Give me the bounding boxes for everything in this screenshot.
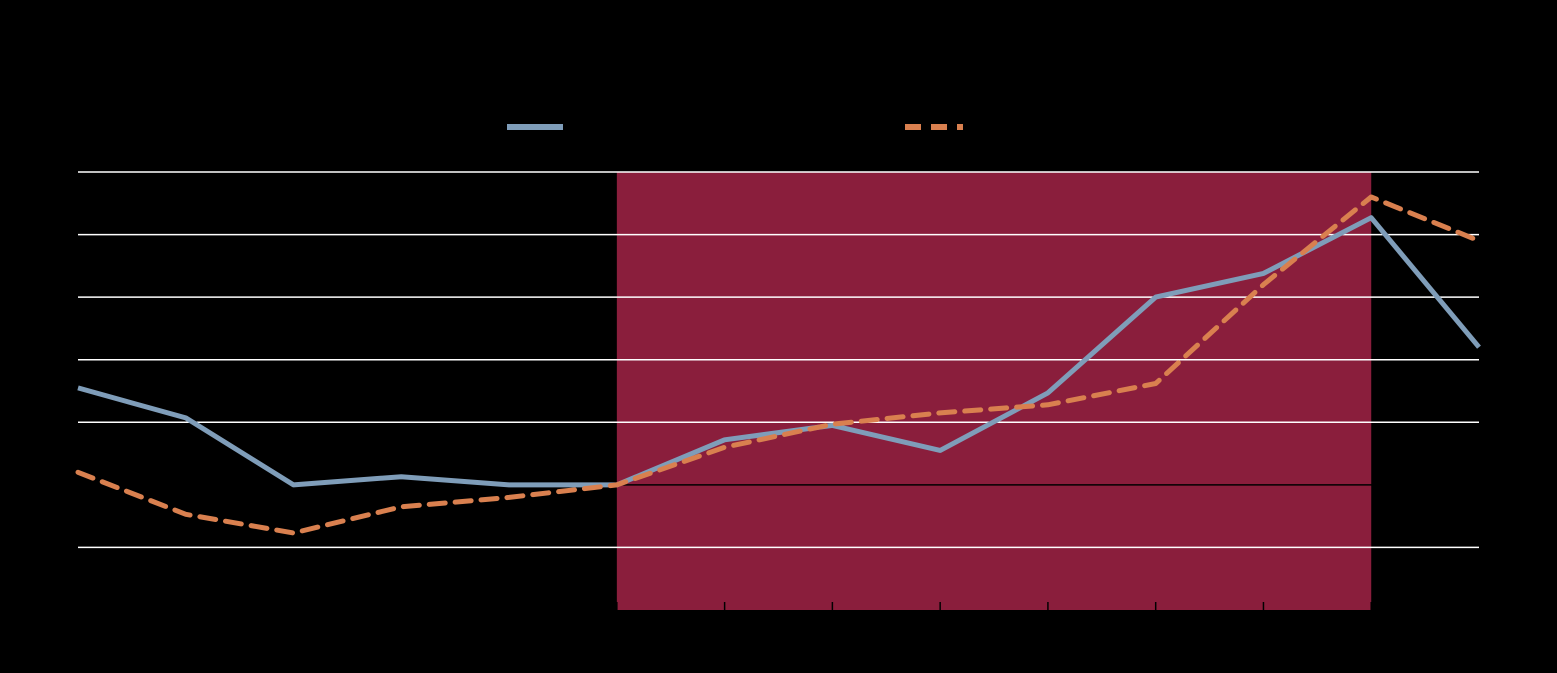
gridlines — [78, 171, 1479, 549]
series-line-solid — [77, 215, 1481, 488]
series-lines — [75, 194, 1482, 536]
x-axis-ticks — [616, 602, 1372, 610]
series-line-dashed — [75, 194, 1482, 536]
highlight-band-layer — [616, 172, 1372, 610]
highlight-band — [616, 172, 1372, 610]
